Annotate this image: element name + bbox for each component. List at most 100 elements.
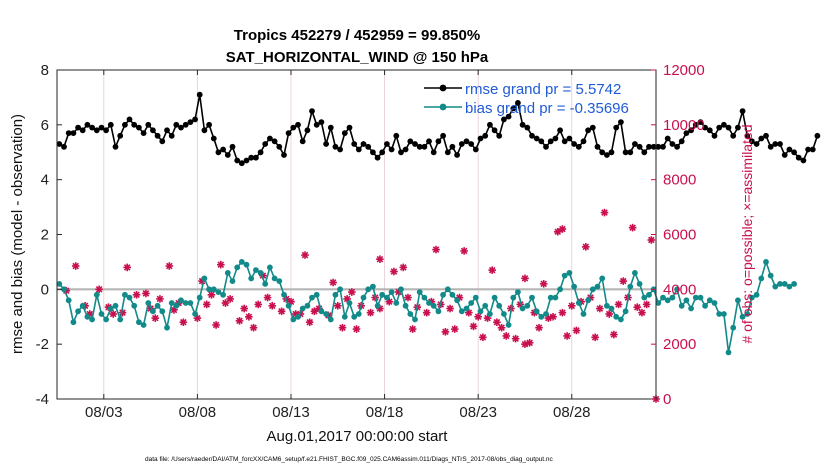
bias-point: [697, 294, 704, 301]
rmse-point: [196, 91, 203, 98]
obs-count-marker: [240, 304, 248, 313]
bias-point: [187, 300, 194, 306]
obs-count-marker: [235, 317, 244, 325]
rmse-point: [168, 132, 175, 139]
rmse-point: [613, 124, 620, 131]
bias-point: [243, 261, 250, 268]
obs-count-marker: [638, 308, 646, 317]
bias-point: [566, 270, 573, 276]
bias-point: [313, 291, 320, 298]
obs-count-marker: [165, 262, 174, 270]
rmse-point: [454, 152, 460, 158]
bias-point: [440, 291, 446, 298]
rmse-point: [304, 127, 311, 134]
bias-point: [262, 281, 269, 287]
bias-point: [337, 286, 343, 293]
rmse-point: [552, 135, 559, 142]
rmse-point: [337, 146, 343, 153]
bias-point: [360, 294, 367, 301]
legend: rmse grand pr = 5.5742 bias grand pr = -…: [424, 81, 629, 117]
bias-point: [749, 294, 755, 301]
bias-point: [370, 283, 376, 290]
rmse-point: [702, 124, 708, 131]
bias-point: [758, 275, 765, 282]
bias-point: [468, 300, 475, 306]
rmse-point: [150, 127, 156, 134]
rmse-point: [688, 127, 694, 134]
bias-point: [267, 264, 273, 271]
bias-point: [416, 289, 423, 295]
rmse-point: [744, 132, 751, 139]
bias-point: [178, 297, 184, 304]
rmse-point: [98, 124, 105, 131]
bias-point: [238, 259, 245, 265]
obs-count-marker: [610, 330, 618, 339]
rmse-point: [791, 149, 797, 156]
obs-count-marker: [399, 263, 408, 272]
rmse-point: [253, 154, 259, 161]
rmse-point: [795, 154, 802, 161]
rmse-point: [809, 146, 816, 153]
bias-point: [421, 294, 428, 301]
obs-count-marker: [591, 333, 599, 342]
obs-count-marker: [605, 310, 614, 318]
bias-series-markers: [56, 259, 797, 356]
rmse-point: [398, 149, 404, 156]
bias-point: [585, 297, 591, 304]
rmse-point: [482, 132, 489, 139]
obs-count-marker: [132, 291, 141, 299]
rmse-point: [683, 130, 690, 137]
rmse-point: [711, 132, 718, 139]
obs-count-marker: [511, 334, 520, 343]
rmse-point: [65, 130, 72, 137]
rmse-series-markers: [56, 91, 821, 167]
obs-count-marker: [249, 323, 258, 332]
bias-point: [641, 294, 648, 301]
bias-point: [271, 275, 278, 282]
rmse-point: [365, 143, 372, 150]
bias-point: [772, 283, 779, 290]
bias-point: [192, 311, 199, 317]
rmse-point: [145, 121, 152, 128]
rmse-point: [706, 127, 713, 134]
bias-point: [632, 270, 638, 276]
bias-point: [136, 319, 142, 326]
obs-count-marker: [268, 301, 277, 310]
right-axis-ticks: 0 2000 4000 6000 8000 10000 12000: [651, 62, 705, 408]
bias-point: [678, 302, 685, 309]
rmse-point: [346, 124, 353, 131]
rmse-point: [814, 132, 821, 139]
obs-count-marker: [207, 291, 216, 299]
rmse-point: [112, 143, 119, 150]
obs-count-marker: [348, 288, 356, 296]
bias-point: [393, 300, 400, 306]
obs-count-marker: [502, 332, 511, 340]
obs-count-marker: [539, 280, 548, 288]
bias-point: [365, 286, 372, 293]
bias-point: [435, 308, 442, 315]
rmse-point: [594, 143, 601, 150]
bias-point: [407, 311, 414, 317]
bias-point: [220, 291, 227, 298]
obs-count-marker: [474, 312, 482, 321]
chart-title-line-1: Tropics 452279 / 452959 = 99.850%: [234, 27, 480, 44]
bias-point: [533, 308, 540, 315]
obs-count-marker: [151, 314, 160, 322]
left-axis-ticks: -4 -2 0 2 4 6 8: [36, 62, 62, 408]
bias-point: [257, 270, 264, 276]
rmse-point: [669, 141, 676, 147]
rmse-point: [154, 132, 161, 139]
rmse-point: [674, 143, 680, 150]
rmse-point: [224, 152, 231, 158]
rmse-point: [589, 124, 596, 131]
bias-point: [159, 308, 166, 315]
bias-point: [664, 297, 671, 304]
bias-point: [580, 311, 587, 317]
bias-point: [781, 281, 788, 287]
obs-count-marker: [156, 295, 164, 303]
bias-point: [140, 322, 147, 328]
bias-point: [753, 291, 760, 298]
obs-count-marker: [600, 208, 609, 217]
obs-count-marker: [422, 308, 431, 317]
bias-point: [608, 305, 615, 312]
